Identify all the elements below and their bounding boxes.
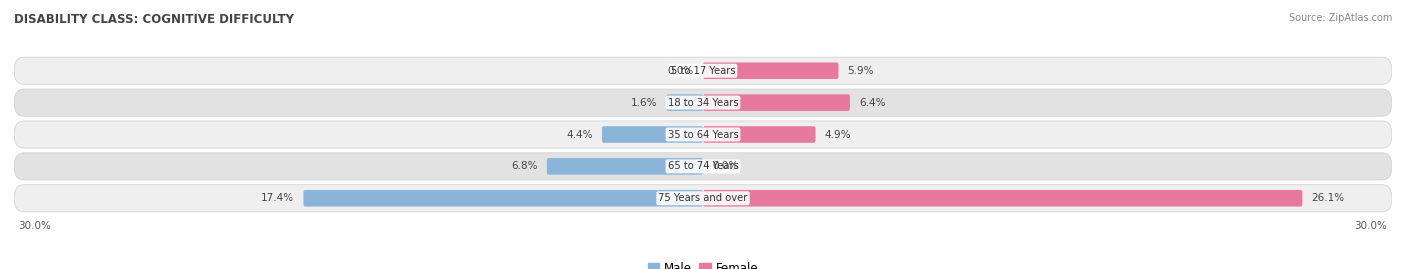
Text: 18 to 34 Years: 18 to 34 Years (668, 98, 738, 108)
Text: 30.0%: 30.0% (1354, 221, 1388, 231)
FancyBboxPatch shape (666, 94, 703, 111)
Text: 26.1%: 26.1% (1312, 193, 1344, 203)
Text: 5 to 17 Years: 5 to 17 Years (671, 66, 735, 76)
FancyBboxPatch shape (703, 62, 838, 79)
Text: 6.4%: 6.4% (859, 98, 886, 108)
Text: 35 to 64 Years: 35 to 64 Years (668, 129, 738, 140)
FancyBboxPatch shape (14, 153, 1392, 180)
Text: 4.9%: 4.9% (825, 129, 851, 140)
Text: Source: ZipAtlas.com: Source: ZipAtlas.com (1288, 13, 1392, 23)
Text: DISABILITY CLASS: COGNITIVE DIFFICULTY: DISABILITY CLASS: COGNITIVE DIFFICULTY (14, 13, 294, 26)
FancyBboxPatch shape (14, 121, 1392, 148)
Text: 5.9%: 5.9% (848, 66, 875, 76)
Text: 30.0%: 30.0% (18, 221, 52, 231)
Legend: Male, Female: Male, Female (643, 258, 763, 269)
Text: 0.0%: 0.0% (713, 161, 738, 171)
Text: 4.4%: 4.4% (567, 129, 593, 140)
FancyBboxPatch shape (14, 89, 1392, 116)
FancyBboxPatch shape (703, 190, 1302, 207)
Text: 0.0%: 0.0% (668, 66, 693, 76)
FancyBboxPatch shape (14, 57, 1392, 84)
FancyBboxPatch shape (703, 94, 851, 111)
FancyBboxPatch shape (14, 185, 1392, 212)
Text: 6.8%: 6.8% (512, 161, 537, 171)
Text: 65 to 74 Years: 65 to 74 Years (668, 161, 738, 171)
Text: 1.6%: 1.6% (630, 98, 657, 108)
FancyBboxPatch shape (304, 190, 703, 207)
Text: 17.4%: 17.4% (262, 193, 294, 203)
FancyBboxPatch shape (602, 126, 703, 143)
FancyBboxPatch shape (547, 158, 703, 175)
FancyBboxPatch shape (703, 126, 815, 143)
Text: 75 Years and over: 75 Years and over (658, 193, 748, 203)
